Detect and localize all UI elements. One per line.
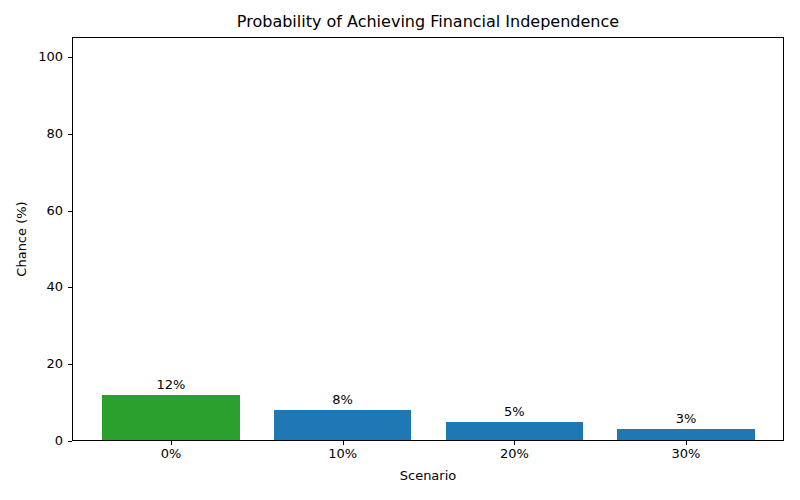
x-tick-label: 0% [131, 447, 211, 461]
y-tick-label: 0 [0, 434, 63, 448]
bar-chart: Probability of Achieving Financial Indep… [0, 0, 800, 500]
bar [274, 410, 411, 440]
y-tick-label: 100 [0, 50, 63, 64]
chart-title: Probability of Achieving Financial Indep… [72, 12, 784, 31]
y-tick-mark [68, 211, 72, 212]
x-axis-label: Scenario [72, 468, 784, 483]
bar-value-label: 5% [474, 405, 554, 419]
y-tick-mark [68, 287, 72, 288]
y-tick-label: 20 [0, 357, 63, 371]
y-tick-mark [68, 57, 72, 58]
bar-value-label: 12% [131, 378, 211, 392]
bar [446, 422, 583, 440]
x-tick-label: 30% [646, 447, 726, 461]
bar [617, 429, 754, 440]
x-tick-mark [343, 441, 344, 445]
y-tick-mark [68, 134, 72, 135]
x-tick-label: 20% [474, 447, 554, 461]
bar-value-label: 8% [303, 393, 383, 407]
y-tick-label: 60 [0, 204, 63, 218]
x-tick-mark [514, 441, 515, 445]
y-tick-label: 40 [0, 280, 63, 294]
y-tick-mark [68, 364, 72, 365]
x-tick-label: 10% [303, 447, 383, 461]
y-tick-mark [68, 441, 72, 442]
x-tick-mark [686, 441, 687, 445]
y-tick-label: 80 [0, 127, 63, 141]
bar [102, 395, 239, 440]
bar-value-label: 3% [646, 412, 726, 426]
x-tick-mark [171, 441, 172, 445]
